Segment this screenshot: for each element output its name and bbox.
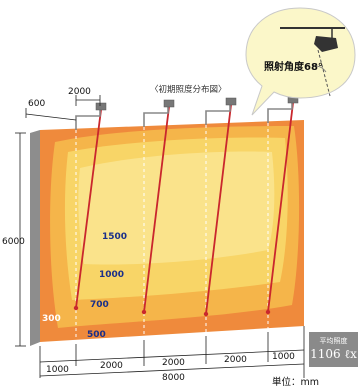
bottom-dimension-2: 2000 — [100, 361, 123, 371]
beam-hit-point-1 — [73, 305, 79, 311]
beam-hit-point-2 — [141, 309, 147, 315]
overhang-dimension: 600 — [28, 99, 46, 109]
illuminance-core-zone — [78, 151, 275, 265]
zoom-angle-label: 照射角度68° — [264, 62, 323, 73]
average-illuminance-title: 平均照度 — [319, 337, 348, 345]
zoom-fixture-icon — [280, 27, 345, 97]
zoom-bubble — [245, 7, 356, 116]
bottom-dimension-5: 1000 — [272, 352, 295, 362]
bottom-dimension-3: 2000 — [162, 358, 185, 368]
beam-hit-point-4 — [265, 309, 271, 315]
contour-label-1500: 1500 — [102, 232, 128, 242]
average-illuminance-value: 1106 ℓx — [310, 347, 357, 361]
beam-hit-point-3 — [203, 311, 209, 317]
contour-label-300: 300 — [42, 314, 61, 324]
light-beam-3 — [205, 104, 232, 315]
unit-label: 単位：mm — [272, 377, 320, 388]
billboard-side — [30, 130, 40, 346]
light-beam-4 — [267, 102, 294, 313]
light-beam-2 — [143, 106, 170, 313]
fixture-centerlines — [75, 123, 269, 344]
light-arms — [75, 103, 293, 130]
bottom-dimension-1: 1000 — [46, 365, 69, 375]
average-illuminance-box: 平均照度 1106 ℓx — [309, 332, 358, 367]
height-dimension: 6000 — [2, 237, 25, 247]
contour-label-700: 700 — [90, 300, 109, 310]
bottom-dimension-4: 2000 — [224, 355, 247, 365]
arm-spacing-dimension: 2000 — [68, 87, 91, 97]
light-beams — [73, 102, 294, 317]
contour-label-500: 500 — [87, 330, 106, 340]
diagram-caption: 〈初期照度分布図〉 — [150, 85, 227, 95]
total-width-dimension: 8000 — [162, 373, 185, 383]
dimension-lines — [15, 95, 305, 378]
contour-label-1000: 1000 — [99, 270, 125, 280]
light-beam-1 — [75, 109, 102, 309]
